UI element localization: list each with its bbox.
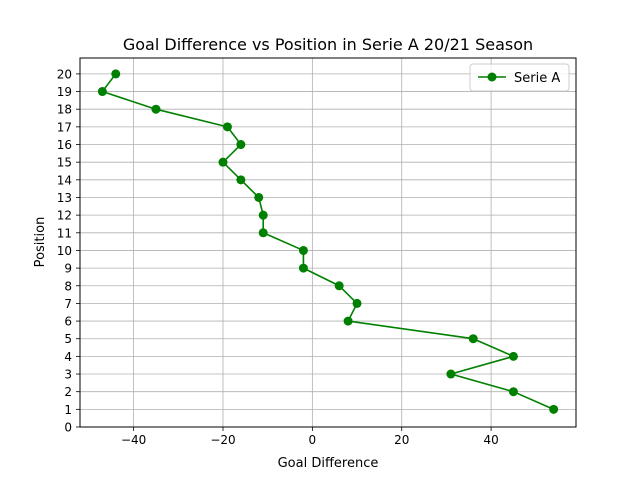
x-tick-label: 0 — [309, 433, 317, 447]
y-tick-label: 18 — [57, 103, 72, 117]
data-point — [236, 140, 246, 150]
data-point — [111, 69, 121, 79]
data-point — [298, 245, 308, 255]
y-tick-label: 10 — [57, 244, 72, 258]
x-tick-label: 20 — [394, 433, 409, 447]
data-point — [549, 404, 559, 414]
y-tick-label: 4 — [64, 350, 72, 364]
data-point — [222, 122, 232, 132]
data-point — [446, 369, 456, 379]
y-tick-label: 15 — [57, 156, 72, 170]
plot-area — [80, 58, 576, 427]
plot-frame — [79, 57, 577, 428]
y-tick-label: 5 — [64, 332, 72, 346]
data-point — [258, 228, 268, 238]
y-tick-label: 12 — [57, 209, 72, 223]
data-point — [334, 281, 344, 291]
legend: Serie A — [469, 63, 570, 92]
y-tick-label: 2 — [64, 385, 72, 399]
series-layer — [97, 69, 559, 414]
y-tick-label: 8 — [64, 279, 72, 293]
y-tick-label: 11 — [57, 226, 72, 240]
y-tick-label: 9 — [64, 262, 72, 276]
y-axis-label: Position — [33, 217, 48, 268]
y-tick-label: 13 — [57, 191, 72, 205]
data-point — [218, 157, 228, 167]
data-point — [254, 192, 264, 202]
data-point — [97, 87, 107, 97]
data-point — [151, 104, 161, 114]
y-tick-label: 20 — [57, 67, 72, 81]
chart-title: Goal Difference vs Position in Serie A 2… — [123, 35, 533, 54]
legend-label: Serie A — [514, 71, 560, 86]
y-tick-label: 17 — [57, 120, 72, 134]
x-tick-label: −20 — [210, 433, 235, 447]
legend-frame — [469, 63, 570, 92]
y-tick-label: 1 — [64, 403, 72, 417]
y-tick-label: 7 — [64, 297, 72, 311]
data-point — [298, 263, 308, 273]
data-point — [468, 334, 478, 344]
data-point — [352, 298, 362, 308]
legend-marker-sample — [487, 72, 497, 82]
data-point — [508, 351, 518, 361]
y-tick-label: 3 — [64, 368, 72, 382]
y-tick-label: 19 — [57, 85, 72, 99]
axis-ticks: −40 −20 0 20 4001234567891011121314151617181… — [57, 67, 499, 447]
data-point — [508, 387, 518, 397]
y-tick-label: 16 — [57, 138, 72, 152]
data-point — [258, 210, 268, 220]
y-tick-label: 6 — [64, 315, 72, 329]
x-tick-label: 40 — [483, 433, 498, 447]
y-tick-label: 0 — [64, 421, 72, 435]
data-point — [236, 175, 246, 185]
x-axis-label: Goal Difference — [278, 456, 379, 471]
y-tick-label: 14 — [57, 173, 72, 187]
data-point — [343, 316, 353, 326]
x-tick-label: −40 — [121, 433, 146, 447]
